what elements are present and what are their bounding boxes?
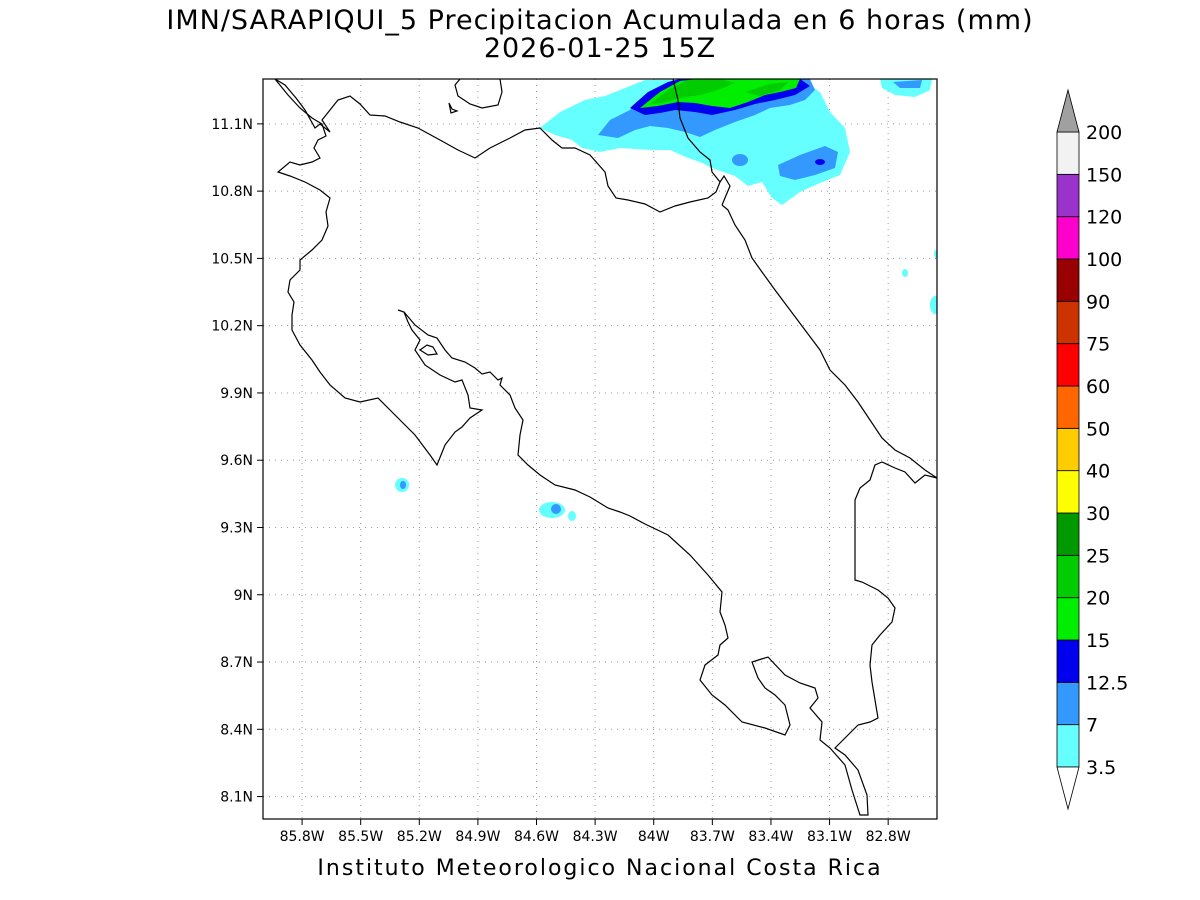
colorbar-label: 15 (1086, 630, 1110, 652)
precip-cell-medium (400, 481, 406, 489)
colorbar-swatch (1056, 512, 1080, 556)
colorbar-swatch (1056, 173, 1080, 218)
lon-tick-label: 82.8W (866, 829, 911, 845)
lat-tick-label: 9.6N (220, 453, 253, 469)
colorbar-label: 200 (1086, 122, 1122, 144)
lon-tick-label: 84.6W (514, 829, 559, 845)
precip-area-green-dark (745, 82, 788, 96)
colorbar-label: 90 (1086, 291, 1110, 313)
map-title: IMN/SARAPIQUI_5 Precipitacion Acumulada … (166, 5, 1034, 36)
colorbar-label: 100 (1086, 249, 1122, 271)
colorbar-label: 7 (1086, 715, 1098, 737)
precip-cell-light (930, 296, 937, 314)
lat-tick-label: 9.9N (220, 386, 253, 402)
colorbar-swatch (1056, 385, 1080, 429)
lon-tick-label: 83.4W (748, 829, 793, 845)
colorbar-swatch (1056, 131, 1080, 175)
plot-frame (262, 78, 938, 820)
nicaragua-lake-shore (274, 79, 731, 213)
coastlines (274, 79, 937, 816)
precipitation-field (395, 79, 937, 521)
colorbar-swatch (1056, 343, 1080, 387)
colorbar-label: 25 (1086, 545, 1110, 567)
precip-cell-heavy (815, 159, 825, 165)
caribbean-coast (721, 204, 937, 479)
colorbar-label: 20 (1086, 588, 1110, 610)
nicaragua-coast (274, 79, 484, 467)
colorbar-swatch (1056, 216, 1080, 260)
border-line (672, 79, 721, 183)
colorbar-swatch (1056, 597, 1080, 641)
lat-tick-label: 10.2N (211, 319, 253, 335)
credit-text: Instituto Meteorologico Nacional Costa R… (317, 856, 883, 881)
precip-cell-light (902, 269, 908, 277)
lat-tick-label: 8.7N (220, 655, 253, 671)
lat-tick-label: 9.3N (220, 520, 253, 536)
lon-tick-label: 83.7W (690, 829, 735, 845)
lat-tick-label: 10.5N (211, 251, 253, 267)
nicoya-shore (403, 311, 937, 816)
colorbar-swatch (1056, 427, 1080, 472)
nicaragua-border (454, 79, 503, 109)
lat-tick-label: 11.1N (211, 117, 253, 133)
lon-tick-label: 84.3W (573, 829, 618, 845)
lon-tick-label: 83.1W (807, 829, 852, 845)
gulf-islet (418, 344, 438, 356)
colorbar-swatch (1056, 639, 1080, 683)
colorbar-over-triangle (1056, 88, 1080, 133)
precip-cell-medium (551, 504, 561, 514)
map-valid-time: 2026-01-25 15Z (483, 33, 717, 64)
lat-tick-label: 10.8N (211, 184, 253, 200)
colorbar-swatch (1056, 470, 1080, 514)
colorbar-label: 12.5 (1086, 672, 1128, 694)
colorbar-label: 120 (1086, 207, 1122, 229)
colorbar-label: 3.5 (1086, 757, 1116, 779)
colorbar-label: 40 (1086, 461, 1110, 483)
colorbar-swatch (1056, 554, 1080, 599)
latitude-axis: 11.1N 10.8N 10.5N 10.2N 9.9N 9.6N 9.3N 9N 8.7N 8.… (211, 117, 263, 806)
lat-tick-label: 9N (234, 588, 253, 604)
colorbar-label: 30 (1086, 503, 1110, 525)
colorbar-label: 150 (1086, 164, 1122, 186)
colorbar-swatch (1056, 681, 1080, 726)
lon-tick-label: 85.5W (338, 829, 383, 845)
lon-tick-label: 84.9W (455, 829, 500, 845)
colorbar-under-triangle (1056, 766, 1080, 811)
lon-tick-label: 85.2W (397, 829, 442, 845)
precip-cell-medium (732, 154, 748, 166)
precip-area-medium (893, 80, 922, 88)
precip-area-medium (778, 146, 838, 180)
colorbar-label: 50 (1086, 418, 1110, 440)
lat-lon-grid (263, 79, 937, 819)
longitude-axis: 85.8W 85.5W 85.2W 84.9W 84.6W 84.3W 84W 83.7W 83… (280, 819, 911, 845)
lon-tick-label: 84W (638, 829, 670, 845)
precip-cell-light (568, 511, 576, 521)
colorbar-label: 75 (1086, 334, 1110, 356)
colorbar-swatch (1056, 300, 1080, 345)
precip-area-light (540, 79, 850, 205)
precip-area-green-dark (650, 79, 735, 104)
colorbar: 3.5 7 12.5 15 20 25 30 40 50 60 75 90 100 120 150 200 (1056, 88, 1128, 811)
colorbar-swatch (1056, 258, 1080, 302)
lat-tick-label: 8.4N (220, 722, 253, 738)
precip-cell-light (934, 250, 937, 258)
lat-tick-label: 8.1N (220, 790, 253, 806)
lon-tick-label: 85.8W (280, 829, 325, 845)
colorbar-swatch (1056, 724, 1080, 768)
lake-islet (448, 102, 459, 114)
colorbar-label: 60 (1086, 376, 1110, 398)
